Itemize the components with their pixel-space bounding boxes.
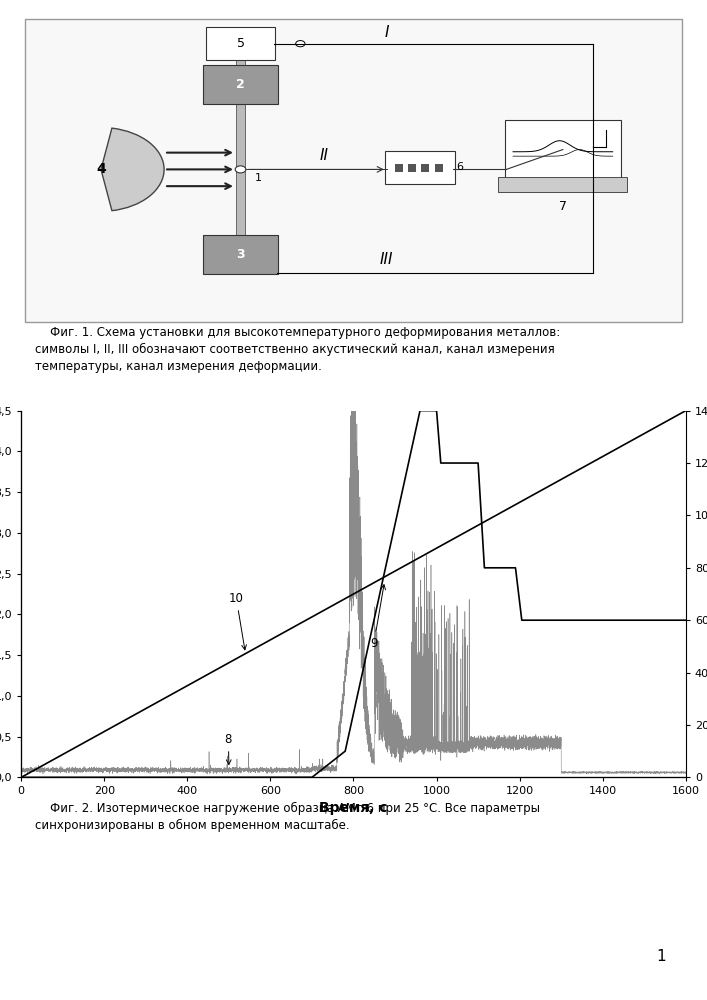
Text: I: I <box>385 25 389 40</box>
Text: 3: 3 <box>236 248 245 261</box>
Circle shape <box>235 166 246 173</box>
Bar <box>435 164 443 172</box>
Bar <box>408 164 416 172</box>
Text: Фиг. 2. Изотермическое нагружение образца АМг-6 при 25 °C. Все параметры
синхрон: Фиг. 2. Изотермическое нагружение образц… <box>35 802 539 832</box>
FancyBboxPatch shape <box>203 65 279 104</box>
Circle shape <box>296 41 305 47</box>
Text: Фиг. 1. Схема установки для высокотемпературного деформирования металлов:
символ: Фиг. 1. Схема установки для высокотемпер… <box>35 326 560 373</box>
FancyBboxPatch shape <box>385 151 455 184</box>
Text: 5: 5 <box>237 37 245 50</box>
FancyBboxPatch shape <box>206 27 275 60</box>
Text: 10: 10 <box>229 592 247 650</box>
FancyBboxPatch shape <box>25 19 682 322</box>
Text: 7: 7 <box>559 200 567 213</box>
Text: 8: 8 <box>225 733 232 765</box>
FancyBboxPatch shape <box>203 235 279 274</box>
Text: 9: 9 <box>370 585 385 650</box>
Text: 2: 2 <box>236 78 245 91</box>
Text: II: II <box>319 148 328 163</box>
Bar <box>421 164 429 172</box>
FancyBboxPatch shape <box>498 177 627 192</box>
Text: 1: 1 <box>656 949 666 964</box>
Text: III: III <box>380 252 394 267</box>
Wedge shape <box>101 128 164 211</box>
X-axis label: Время, с: Время, с <box>320 801 387 815</box>
FancyBboxPatch shape <box>505 120 621 179</box>
Text: 6: 6 <box>457 162 464 172</box>
Text: 1: 1 <box>255 173 262 183</box>
Bar <box>236 59 245 271</box>
Text: 4: 4 <box>96 162 106 176</box>
Bar <box>395 164 403 172</box>
